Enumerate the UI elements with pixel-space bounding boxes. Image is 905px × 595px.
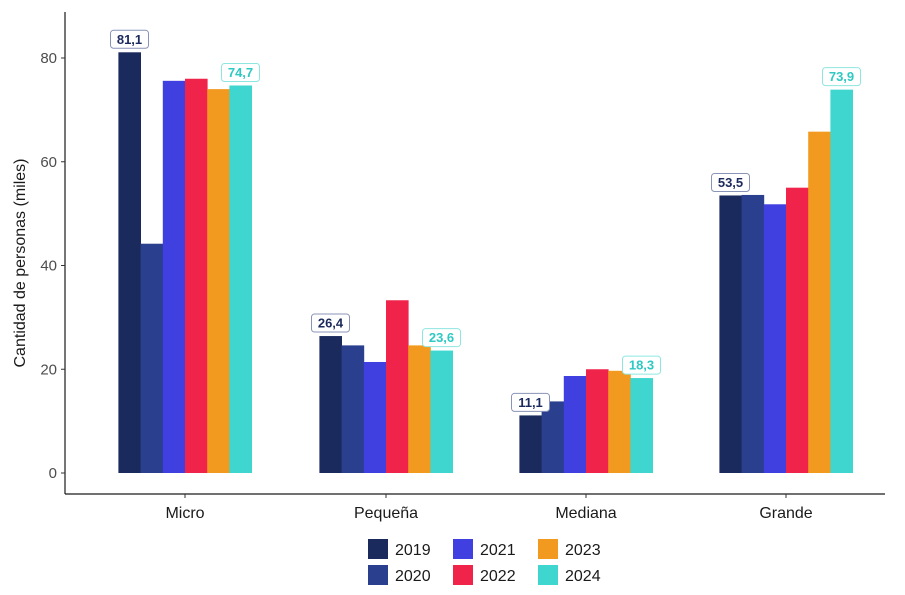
bar-micro-2020	[140, 243, 164, 473]
bar-mediana-2019	[519, 415, 542, 473]
bars	[118, 52, 853, 474]
y-tick-label: 80	[40, 50, 57, 67]
legend-label: 2024	[565, 568, 601, 585]
data-label-mediana-2019: 11,1	[511, 392, 550, 412]
bar-micro-2023	[207, 89, 230, 473]
data-label-box	[221, 62, 260, 82]
bar-grande-2024	[830, 89, 853, 474]
bar-pequena-2024	[430, 350, 453, 473]
bar-grande-2020	[741, 194, 765, 473]
data-label-box	[311, 313, 350, 333]
bar-mediana-2021	[563, 375, 587, 473]
bar-micro-2021	[162, 80, 186, 473]
bar-pequena-2019	[319, 336, 342, 473]
bar-pequena-2023	[408, 345, 431, 473]
bar-micro-2019	[118, 52, 141, 473]
data-label-box	[110, 29, 149, 49]
legend-item-2022: 2022	[453, 565, 516, 585]
x-tick-label-pequena: Pequeña	[354, 505, 418, 522]
y-tick-label: 60	[40, 154, 57, 171]
data-label-micro-2019: 81,1	[110, 29, 149, 49]
legend-item-2023: 2023	[538, 539, 601, 559]
data-label-grande-2019: 53,5	[711, 172, 750, 192]
legend-swatch	[538, 539, 558, 559]
data-label-text: 81,1	[117, 32, 142, 47]
data-label-pequena-2024: 23,6	[422, 328, 461, 348]
legend-label: 2019	[395, 542, 431, 559]
data-label-mediana-2024: 18,3	[622, 355, 661, 375]
bar-mediana-2023	[608, 370, 631, 473]
x-tick-label-mediana: Mediana	[555, 505, 616, 522]
data-label-pequena-2019: 26,4	[311, 313, 350, 333]
bar-mediana-2020	[541, 401, 565, 473]
legend-item-2020: 2020	[368, 565, 431, 585]
legend-label: 2021	[480, 542, 516, 559]
bar-micro-2024	[229, 85, 252, 474]
x-tick-label-grande: Grande	[759, 505, 812, 522]
data-label-box	[711, 172, 750, 192]
legend-swatch	[453, 565, 473, 585]
data-label-text: 74,7	[228, 65, 253, 80]
bar-grande-2022	[786, 187, 809, 473]
legend: 2019 2020 2021 2022 2023 2024	[368, 539, 601, 585]
legend-swatch	[368, 539, 388, 559]
legend-item-2019: 2019	[368, 539, 431, 559]
data-label-text: 23,6	[429, 330, 454, 345]
legend-label: 2020	[395, 568, 431, 585]
bar-pequena-2022	[386, 300, 409, 473]
y-tick-label: 40	[40, 258, 57, 275]
legend-item-2021: 2021	[453, 539, 516, 559]
bar-pequena-2020	[341, 345, 365, 473]
data-label-text: 18,3	[629, 358, 654, 373]
legend-label: 2022	[480, 568, 516, 585]
data-label-text: 53,5	[718, 175, 743, 190]
y-axis-title: Cantidad de personas (miles)	[12, 159, 29, 368]
bar-mediana-2024	[630, 378, 653, 473]
legend-swatch	[538, 565, 558, 585]
data-label-micro-2024: 74,7	[221, 62, 260, 82]
legend-item-2024: 2024	[538, 565, 601, 585]
bar-mediana-2022	[586, 369, 609, 473]
data-label-grande-2024: 73,9	[822, 67, 861, 87]
bar-pequena-2021	[363, 361, 387, 473]
data-label-text: 11,1	[518, 395, 543, 410]
legend-label: 2023	[565, 542, 601, 559]
axes: 0 20 40 60 80 Cantidad de personas (miles) Mic…	[12, 12, 885, 522]
legend-swatch	[368, 565, 388, 585]
y-tick-label: 0	[49, 465, 57, 482]
data-label-text: 26,4	[318, 316, 344, 331]
data-labels: 81,1 74,7 26,4 23,6 11,1 18,3 53,5 73,9	[110, 29, 861, 412]
data-label-text: 73,9	[829, 69, 854, 84]
data-label-box	[511, 392, 550, 412]
data-label-box	[622, 355, 661, 375]
bar-micro-2022	[185, 78, 208, 473]
bar-grande-2023	[808, 131, 831, 473]
data-label-box	[822, 67, 861, 87]
x-tick-label-micro: Micro	[165, 505, 204, 522]
data-label-box	[422, 328, 461, 348]
bar-grande-2019	[719, 195, 742, 473]
bar-grande-2021	[763, 204, 787, 473]
legend-swatch	[453, 539, 473, 559]
y-tick-label: 20	[40, 361, 57, 378]
